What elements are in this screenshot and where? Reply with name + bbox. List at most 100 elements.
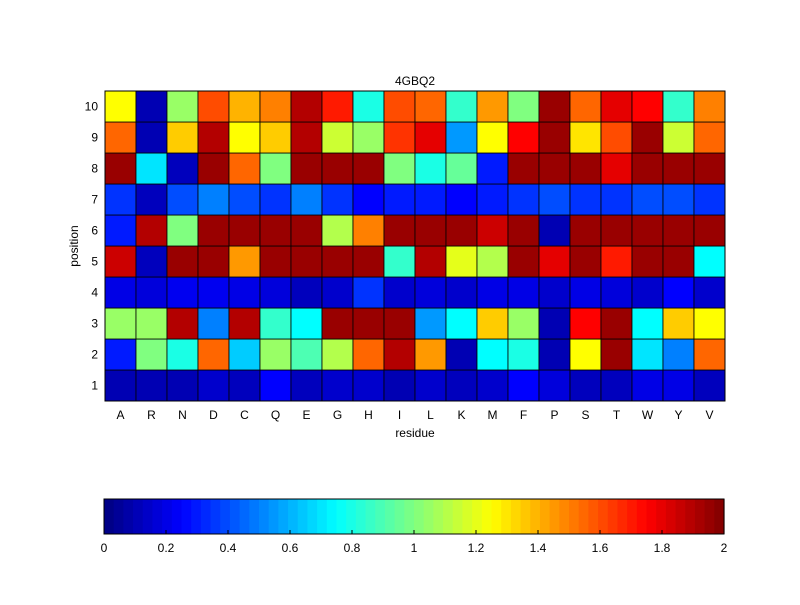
heatmap-cell bbox=[600, 121, 633, 154]
colorbar-segment bbox=[171, 499, 183, 534]
heatmap-cell bbox=[104, 307, 137, 340]
colorbar-segment bbox=[181, 499, 192, 534]
heatmap-cell bbox=[631, 245, 664, 278]
heatmap-cell bbox=[693, 152, 726, 185]
colorbar-tick-label: 2 bbox=[721, 541, 728, 555]
heatmap-cell bbox=[507, 245, 540, 278]
colorbar-segment bbox=[559, 499, 570, 534]
x-axis-label: residue bbox=[395, 426, 435, 440]
colorbar-segment bbox=[433, 499, 444, 534]
colorbar-segment bbox=[636, 499, 648, 534]
heatmap-cell bbox=[538, 183, 571, 216]
heatmap-cell bbox=[228, 338, 261, 371]
heatmap-cell bbox=[662, 245, 695, 278]
heatmap-cell bbox=[414, 369, 447, 402]
y-tick-label: 5 bbox=[91, 255, 98, 269]
colorbar-tick-label: 0.2 bbox=[158, 541, 175, 555]
heatmap-cell bbox=[383, 276, 416, 309]
heatmap-cell bbox=[445, 90, 478, 123]
heatmap-cell bbox=[228, 276, 261, 309]
heatmap-cell bbox=[228, 245, 261, 278]
heatmap-cell bbox=[197, 307, 230, 340]
heatmap-cell bbox=[476, 121, 509, 154]
heatmap-cell bbox=[321, 245, 354, 278]
heatmap-cell bbox=[321, 214, 354, 247]
heatmap-cell bbox=[662, 152, 695, 185]
colorbar-segment bbox=[549, 499, 560, 534]
x-tick-label: D bbox=[209, 408, 218, 422]
heatmap-cell bbox=[352, 152, 385, 185]
y-tick-label: 9 bbox=[91, 131, 98, 145]
heatmap-cell bbox=[290, 276, 323, 309]
colorbar-segment bbox=[646, 499, 657, 534]
heatmap-cell bbox=[321, 90, 354, 123]
heatmap-cell bbox=[414, 338, 447, 371]
heatmap-cell bbox=[197, 276, 230, 309]
colorbar-segment bbox=[297, 499, 309, 534]
colorbar-segment bbox=[229, 499, 241, 534]
heatmap-cell bbox=[259, 245, 292, 278]
heatmap-cell bbox=[414, 245, 447, 278]
heatmap-cell bbox=[600, 245, 633, 278]
heatmap-cell bbox=[104, 121, 137, 154]
x-tick-label: F bbox=[520, 408, 527, 422]
heatmap-cell bbox=[197, 121, 230, 154]
heatmap-cell bbox=[135, 152, 168, 185]
heatmap-cell bbox=[631, 307, 664, 340]
heatmap-cell bbox=[414, 214, 447, 247]
heatmap-cell bbox=[569, 121, 602, 154]
x-tick-label: R bbox=[147, 408, 156, 422]
colorbar-segment bbox=[210, 499, 221, 534]
heatmap-cell bbox=[166, 121, 199, 154]
heatmap-cell bbox=[383, 245, 416, 278]
colorbar-segment bbox=[249, 499, 260, 534]
x-tick-label: W bbox=[642, 408, 654, 422]
heatmap-cell bbox=[693, 183, 726, 216]
colorbar-segment bbox=[191, 499, 202, 534]
colorbar-segment bbox=[384, 499, 396, 534]
colorbar-segment bbox=[510, 499, 522, 534]
heatmap-cell bbox=[476, 245, 509, 278]
heatmap-cell bbox=[352, 183, 385, 216]
colorbar-segment bbox=[375, 499, 386, 534]
heatmap-cell bbox=[290, 245, 323, 278]
heatmap-cell bbox=[259, 276, 292, 309]
heatmap-cell bbox=[166, 338, 199, 371]
heatmap-cell bbox=[600, 307, 633, 340]
heatmap-cell bbox=[662, 121, 695, 154]
heatmap-cell bbox=[228, 369, 261, 402]
heatmap-cell bbox=[569, 369, 602, 402]
heatmap-cell bbox=[600, 214, 633, 247]
heatmap-cell bbox=[414, 183, 447, 216]
heatmap-cell bbox=[569, 307, 602, 340]
heatmap-cell bbox=[600, 338, 633, 371]
heatmap-cell bbox=[290, 369, 323, 402]
colorbar-tick-labels: 0 0.2 0.4 0.6 0.8 1 1.2 1.4 1.6 1.8 2 bbox=[101, 530, 728, 555]
colorbar-segment bbox=[423, 499, 434, 534]
y-axis-label: position bbox=[67, 225, 81, 266]
heatmap-cell bbox=[166, 152, 199, 185]
colorbar-segment bbox=[607, 499, 619, 534]
x-tick-label: Y bbox=[674, 408, 682, 422]
colorbar-segment bbox=[307, 499, 318, 534]
colorbar-segment bbox=[394, 499, 405, 534]
colorbar-segment bbox=[501, 499, 512, 534]
x-tick-label: L bbox=[427, 408, 434, 422]
heatmap-cell bbox=[445, 183, 478, 216]
heatmap-cell bbox=[259, 183, 292, 216]
heatmap-cell bbox=[476, 369, 509, 402]
heatmap-cell bbox=[228, 307, 261, 340]
colorbar-segment bbox=[656, 499, 667, 534]
heatmap-cell bbox=[383, 214, 416, 247]
colorbar-segment bbox=[481, 499, 493, 534]
heatmap-cell bbox=[383, 369, 416, 402]
heatmap-cell bbox=[631, 369, 664, 402]
heatmap-cell bbox=[693, 90, 726, 123]
heatmap-cell bbox=[445, 121, 478, 154]
heatmap-cell bbox=[135, 276, 168, 309]
heatmap-cell bbox=[569, 245, 602, 278]
heatmap-cell bbox=[569, 183, 602, 216]
heatmap-cell bbox=[383, 90, 416, 123]
heatmap-cells bbox=[104, 90, 726, 402]
colorbar-segment bbox=[142, 499, 154, 534]
